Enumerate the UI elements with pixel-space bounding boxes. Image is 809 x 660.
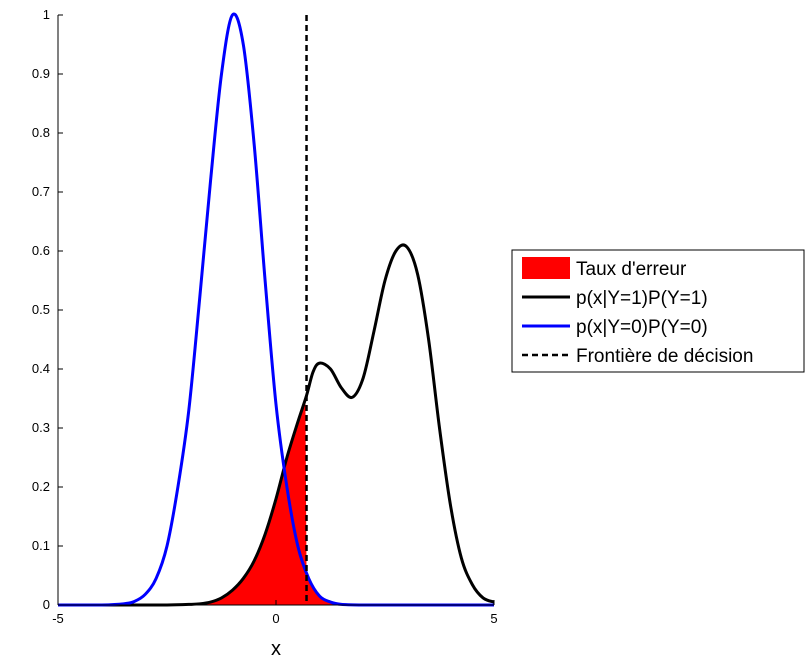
legend-box bbox=[511, 249, 805, 373]
legend-label: Taux d'erreur bbox=[576, 259, 687, 280]
x-axis-title: x bbox=[271, 638, 281, 660]
legend-label: Frontière de décision bbox=[576, 346, 753, 367]
legend-swatch-error bbox=[522, 257, 570, 279]
y-tick-label: 0.8 bbox=[32, 125, 50, 140]
y-tick-label: 0.2 bbox=[32, 479, 50, 494]
y-tick-label: 0.1 bbox=[32, 538, 50, 553]
legend-label: p(x|Y=0)P(Y=0) bbox=[576, 317, 708, 338]
y-tick-label: 0.6 bbox=[32, 243, 50, 258]
y-tick-label: 0 bbox=[43, 597, 50, 612]
y-tick-label: 0.7 bbox=[32, 184, 50, 199]
legend-label: p(x|Y=1)P(Y=1) bbox=[576, 288, 708, 309]
y-tick-label: 0.5 bbox=[32, 302, 50, 317]
y-tick-label: 1 bbox=[43, 7, 50, 22]
x-tick-label: 0 bbox=[272, 611, 279, 626]
legend: Taux d'erreur p(x|Y=1)P(Y=1) p(x|Y=0)P(Y=0… bbox=[511, 249, 805, 373]
y-tick-label: 0.4 bbox=[32, 361, 50, 376]
series-line-y1 bbox=[58, 243, 495, 607]
y-tick-label: 0.9 bbox=[32, 66, 50, 81]
x-tick-label: -5 bbox=[52, 611, 64, 626]
x-tick-label: 5 bbox=[490, 611, 497, 626]
plot-area: 00.10.20.30.40.50.60.70.80.91-5 0 5x bbox=[32, 7, 498, 660]
series-line-y0 bbox=[58, 12, 495, 607]
y-tick-label: 0.3 bbox=[32, 420, 50, 435]
